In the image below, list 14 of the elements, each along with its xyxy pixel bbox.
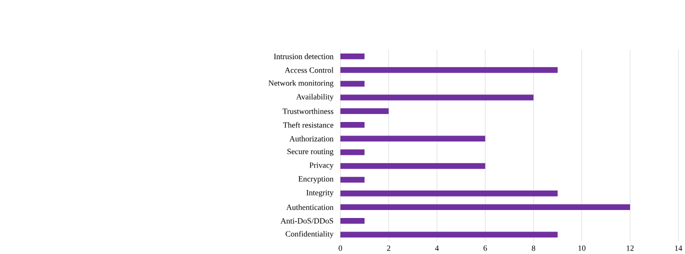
bar <box>340 67 558 74</box>
bar <box>340 94 534 101</box>
bar <box>340 163 486 170</box>
bar <box>340 177 365 183</box>
bar <box>340 54 365 60</box>
bar <box>340 136 486 142</box>
bar <box>340 218 365 224</box>
bar <box>340 150 365 156</box>
bar <box>340 108 389 114</box>
bar <box>340 122 365 128</box>
bar <box>340 81 365 87</box>
bar <box>340 232 558 238</box>
bar <box>340 190 558 197</box>
bar <box>340 204 630 210</box>
